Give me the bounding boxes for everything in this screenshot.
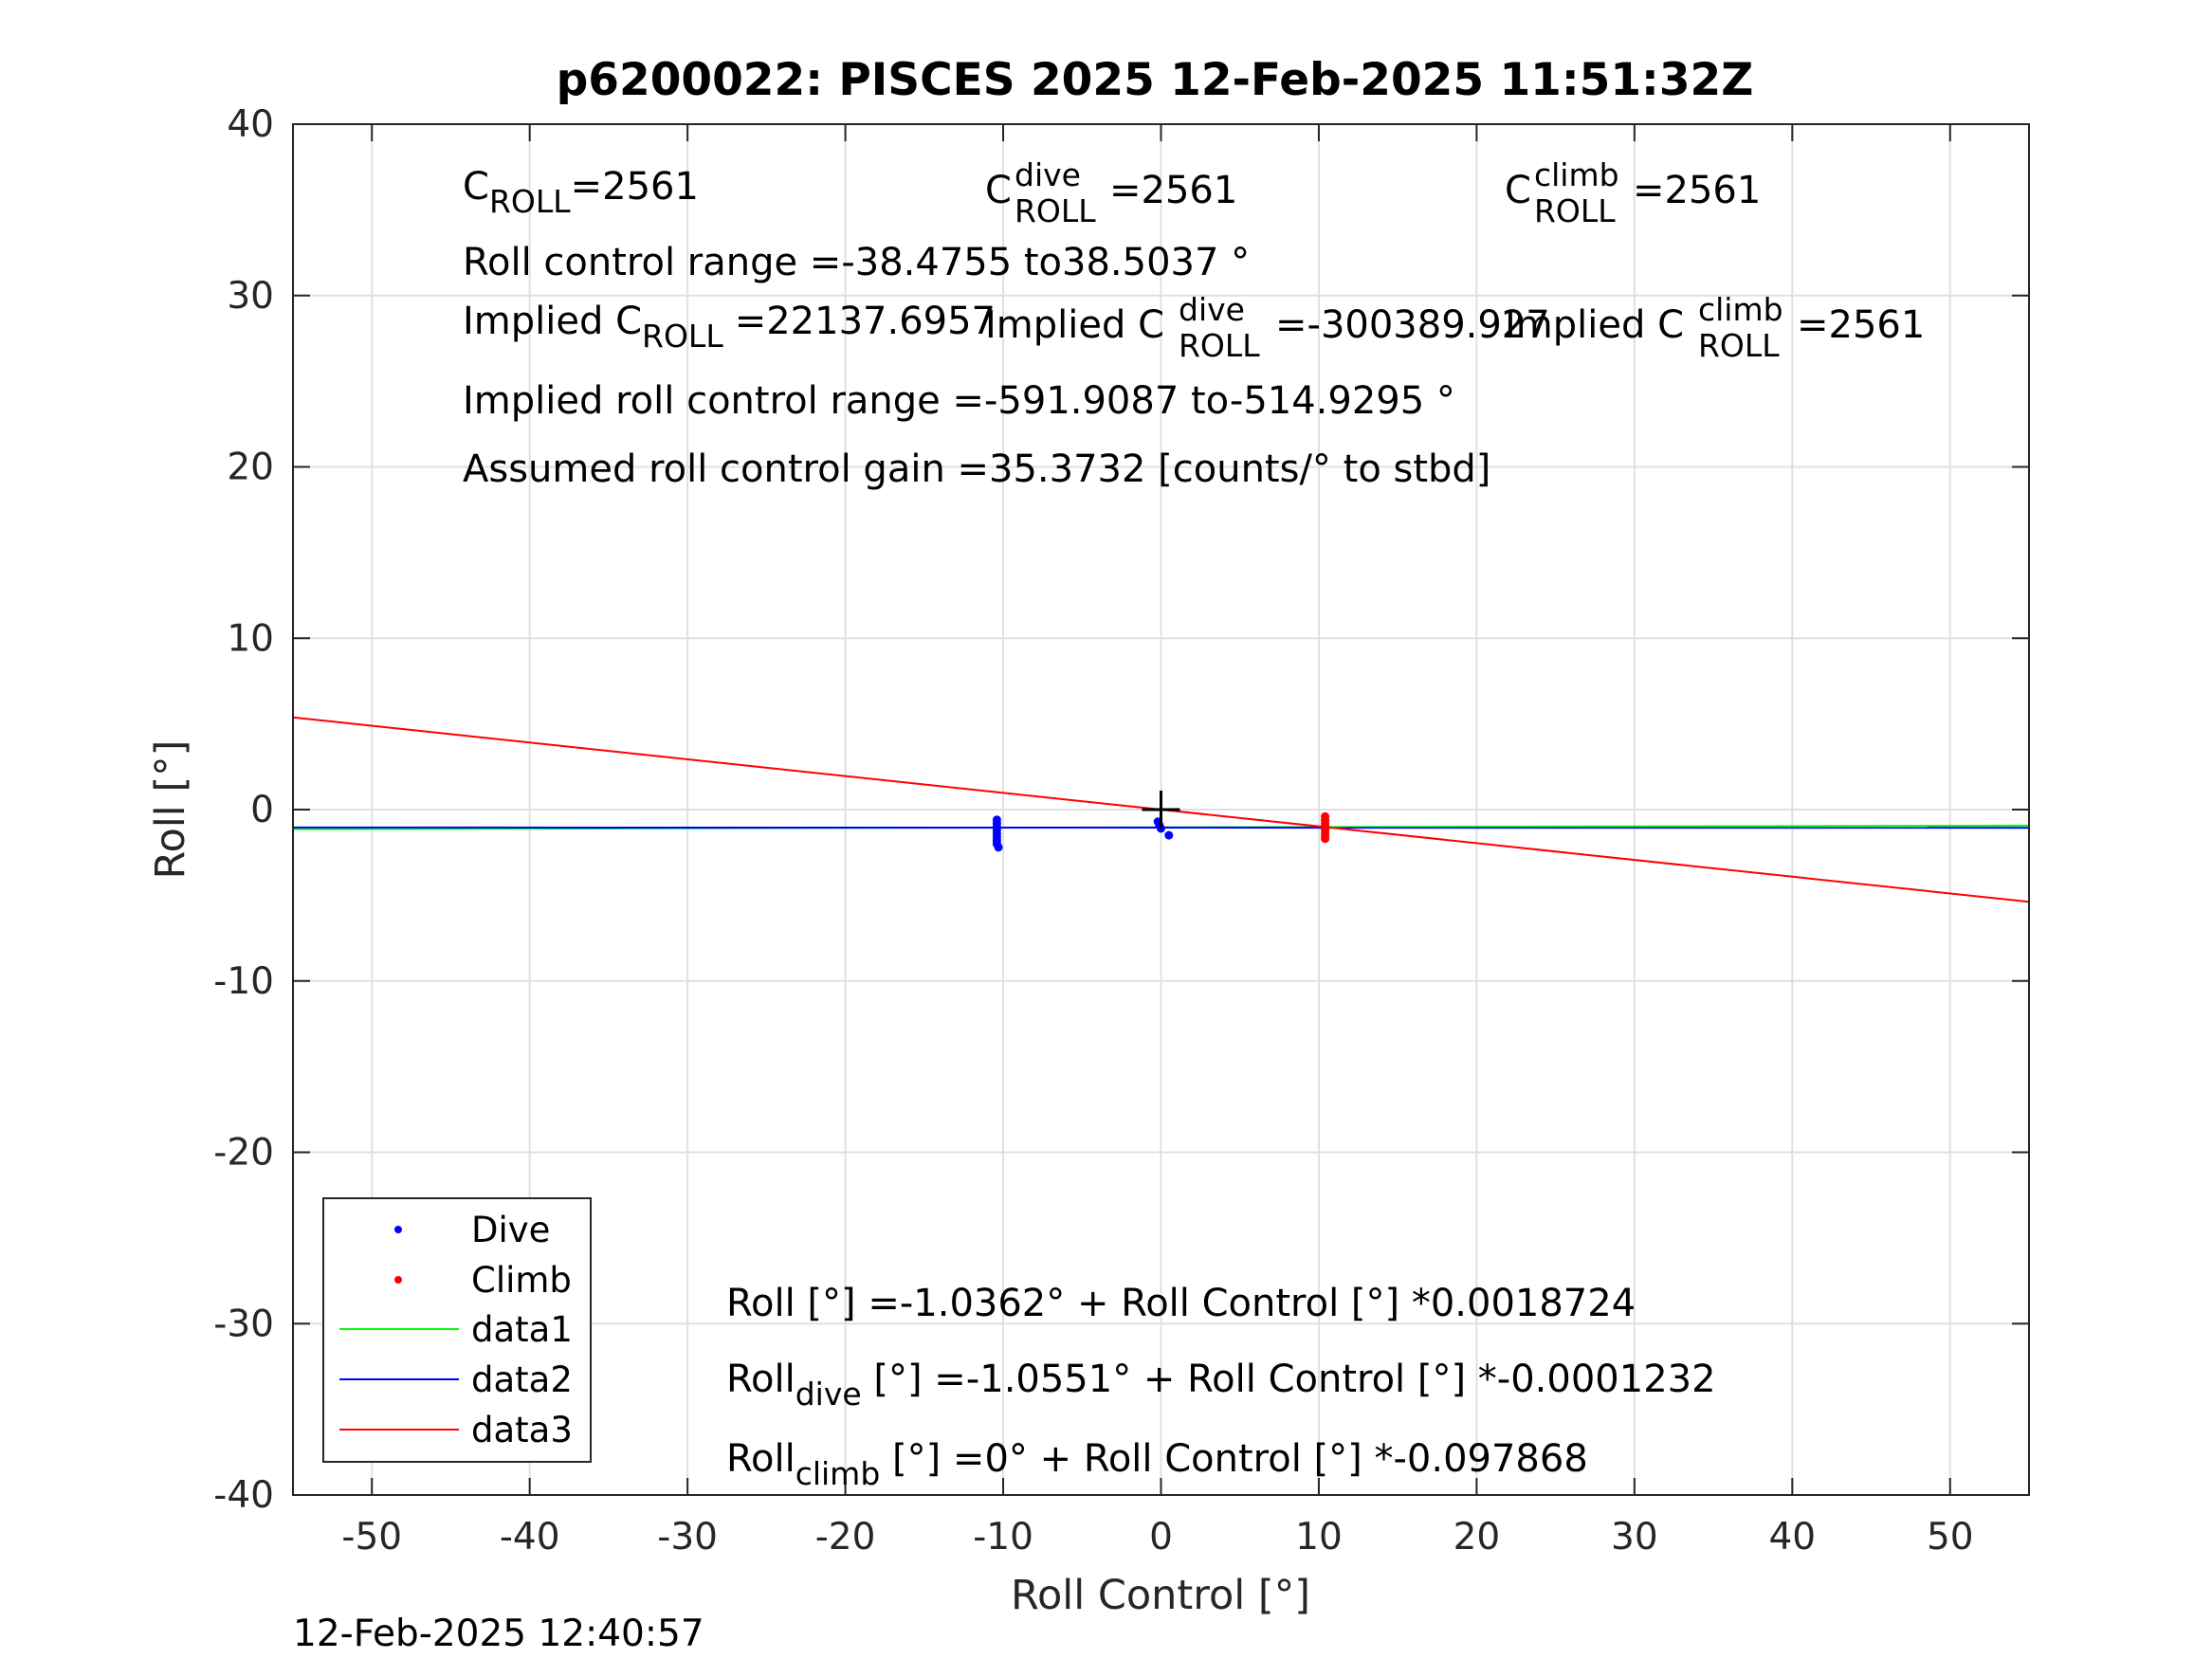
x-tick-label: 10	[1295, 1516, 1343, 1559]
climb-point	[1321, 834, 1330, 844]
y-tick-label: 0	[250, 789, 274, 831]
legend: Dive Climb data1 data2 data3	[322, 1197, 592, 1463]
x-tick-label: -10	[973, 1516, 1033, 1559]
y-tick-label: -10	[213, 960, 274, 1003]
x-tick-label: 30	[1611, 1516, 1658, 1559]
roll-control-range-annotation: Roll control range =-38.4755 to38.5037 °	[463, 241, 1250, 284]
x-tick-label: 0	[1149, 1516, 1173, 1559]
y-tick-label: 40	[227, 103, 274, 146]
assumed-gain-annotation: Assumed roll control gain =35.3732 [coun…	[463, 447, 1490, 491]
x-axis-label: Roll Control [°]	[1011, 1572, 1310, 1619]
dive-point	[1164, 830, 1174, 840]
implied-c-roll-annotation: Implied CROLL =22137.6957	[463, 300, 996, 355]
y-tick-label: 30	[227, 275, 274, 318]
y-tick-label: -20	[213, 1132, 274, 1175]
x-tick-label: -40	[500, 1516, 560, 1559]
legend-data1-label: data1	[471, 1309, 573, 1350]
x-tick-label: 50	[1927, 1516, 1974, 1559]
c-roll-dive-annotation: Cdive ROLL =2561	[985, 156, 1237, 229]
timestamp: 12-Feb-2025 12:40:57	[293, 1613, 704, 1655]
x-tick-label: -50	[341, 1516, 402, 1559]
fit-climb-annotation: Rollclimb [°] =0° + Roll Control [°] *-0…	[726, 1437, 1588, 1492]
x-tick-labels: -50 -40 -30 -20 -10 0 10 20 30 40 50	[341, 1516, 1973, 1559]
reference-plus-marker	[1142, 791, 1180, 829]
implied-range-annotation: Implied roll control range =-591.9087 to…	[463, 379, 1455, 423]
y-axis-label: Roll [°]	[147, 740, 194, 880]
x-tick-label: -30	[657, 1516, 718, 1559]
legend-dive-marker	[394, 1226, 402, 1233]
dive-point	[994, 843, 1003, 852]
x-tick-label: -20	[815, 1516, 876, 1559]
c-roll-climb-annotation: Cclimb ROLL =2561	[1505, 156, 1761, 229]
chart-title: p6200022: PISCES 2025 12-Feb-2025 11:51:…	[557, 54, 1754, 106]
legend-climb-label: Climb	[471, 1260, 572, 1301]
c-roll-annotation: CROLL=2561	[463, 165, 699, 220]
x-tick-label: 20	[1453, 1516, 1501, 1559]
fit-all-annotation: Roll [°] =-1.0362° + Roll Control [°] *0…	[726, 1282, 1636, 1325]
y-tick-label: 10	[227, 617, 274, 660]
legend-data2-label: data2	[471, 1359, 573, 1400]
y-tick-label: -30	[213, 1303, 274, 1345]
legend-climb-marker	[394, 1276, 402, 1284]
axis-ticks	[293, 123, 2029, 1496]
fit-dive-annotation: Rolldive [°] =-1.0551° + Roll Control [°…	[726, 1358, 1716, 1413]
y-tick-labels: 40 30 20 10 0 -10 -20 -30 -40	[213, 103, 274, 1517]
legend-data3-label: data3	[471, 1410, 573, 1450]
y-tick-label: 20	[227, 447, 274, 489]
y-tick-label: -40	[213, 1474, 274, 1517]
legend-dive-label: Dive	[471, 1210, 550, 1250]
x-tick-label: 40	[1768, 1516, 1816, 1559]
